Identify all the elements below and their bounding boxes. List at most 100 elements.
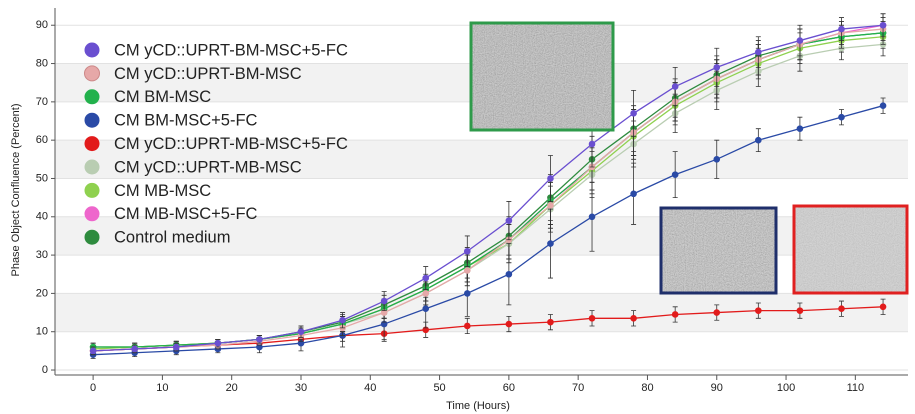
y-tick-label: 30 [36,249,48,261]
legend-marker [84,136,100,152]
y-tick-label: 90 [36,19,48,31]
legend-label: CM yCD::UPRT-MB-MSC [114,158,302,176]
legend-label: CM yCD::UPRT-BM-MSC+5-FC [114,41,348,59]
x-tick-label: 20 [226,382,238,394]
data-point [422,274,430,282]
legend-marker [84,159,100,175]
legend-label: CM yCD::UPRT-BM-MSC [114,65,302,83]
data-point [755,136,762,144]
x-tick-label: 70 [572,382,584,394]
data-point [547,240,554,247]
legend-marker [84,65,100,82]
data-point [755,307,762,314]
legend-marker [84,112,100,128]
x-tick-label: 50 [433,382,445,394]
data-point [256,336,263,343]
data-point [89,347,97,355]
y-tick-label: 50 [36,172,48,184]
grid-band [55,293,908,332]
data-point [879,303,887,311]
x-tick-label: 30 [295,382,307,394]
data-point [547,175,554,182]
data-point [131,345,138,353]
data-point [630,190,637,198]
series-line [93,28,884,352]
y-tick-label: 10 [36,326,48,338]
data-point [796,125,804,132]
data-point [422,305,430,313]
data-point [755,48,762,56]
inset-border [659,206,778,295]
inset-border [469,21,615,132]
inset-image [792,204,909,295]
y-tick-label: 80 [36,57,48,69]
y-tick-label: 40 [36,211,48,223]
data-point [588,213,596,221]
legend-marker [84,42,100,58]
data-point [838,113,845,121]
legend-label: CM BM-MSC [114,88,211,106]
data-point [838,305,845,313]
data-point [463,267,471,274]
inset-texture [661,208,776,293]
data-point [505,320,513,328]
data-point [796,307,804,314]
x-tick-label: 90 [711,382,723,394]
y-axis-label: Phase Object Confluence (Percent) [10,103,22,276]
legend-marker [84,182,100,198]
legend-label: CM MB-MSC+5-FC [114,205,258,223]
data-point [339,316,346,324]
data-point [713,64,721,71]
data-point [671,311,679,318]
inset-border [792,204,909,295]
x-tick-label: 0 [90,382,96,394]
inset-image [469,21,615,132]
data-point [172,343,180,351]
data-point [796,37,804,44]
y-tick-label: 0 [42,364,48,376]
inset-image [659,206,778,295]
legend-label: Control medium [114,229,230,247]
data-point [463,290,471,297]
data-point [879,102,887,109]
series-line [93,105,884,356]
data-point [713,309,721,316]
data-point [505,270,513,278]
y-tick-label: 70 [36,96,48,108]
x-tick-label: 100 [777,382,795,394]
y-tick-label: 20 [36,287,48,299]
y-tick-label: 60 [36,134,48,146]
data-point [214,339,222,347]
legend-label: CM BM-MSC+5-FC [114,112,258,130]
x-tick-label: 10 [156,382,168,394]
data-point [671,83,679,90]
data-point [547,201,554,209]
data-point [879,21,887,29]
legend-marker [84,89,100,105]
data-point [463,322,471,330]
data-point [713,156,721,163]
data-point [630,315,637,322]
grid-band [55,140,908,179]
data-point [630,110,637,117]
legend-label: CM yCD::UPRT-MB-MSC+5-FC [114,135,348,153]
legend-label: CM MB-MSC [114,182,211,200]
x-tick-label: 60 [503,382,515,394]
data-point [588,140,596,148]
data-point [838,25,845,33]
x-axis-label: Time (Hours) [446,400,510,412]
data-point [547,318,554,326]
x-tick-label: 110 [847,382,865,394]
data-point [297,328,305,336]
data-point [671,171,679,178]
x-tick-label: 40 [364,382,376,394]
data-point [588,315,596,322]
legend-marker [84,206,100,222]
data-point [380,297,388,305]
inset-texture [794,206,907,293]
plot [89,13,887,359]
data-point [505,217,513,224]
inset-texture [471,23,613,130]
